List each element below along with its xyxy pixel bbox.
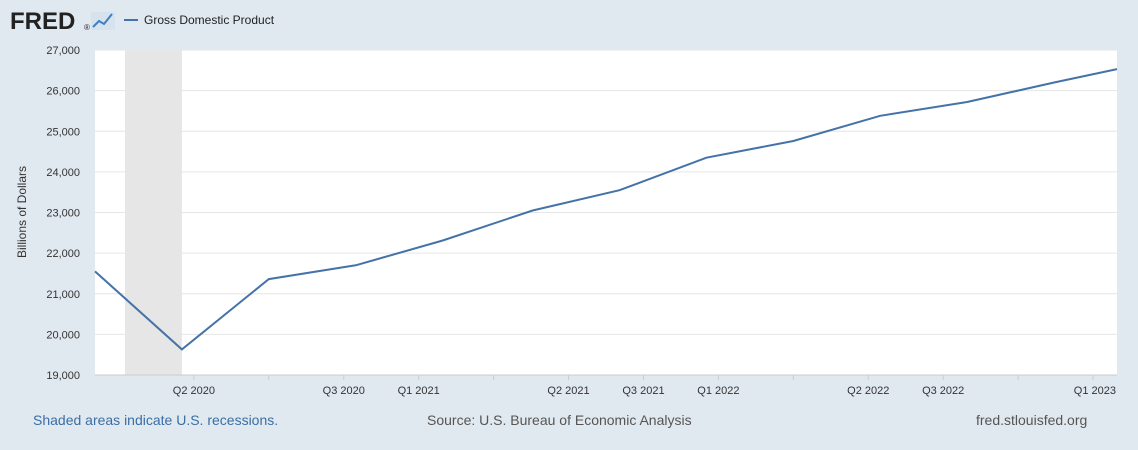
trend-line-icon <box>91 12 115 30</box>
legend: Gross Domestic Product <box>124 13 275 27</box>
source-note: Source: U.S. Bureau of Economic Analysis <box>427 412 692 428</box>
x-tick-label: Q3 2021 <box>622 385 664 397</box>
site-link[interactable]: fred.stlouisfed.org <box>976 412 1088 428</box>
y-tick-label: 26,000 <box>46 86 80 98</box>
gridlines <box>95 49 1117 376</box>
x-tick-label: Q1 2021 <box>398 385 440 397</box>
y-tick-label: 19,000 <box>46 370 80 382</box>
x-tick-label: Q2 2020 <box>173 385 215 397</box>
fred-logo[interactable]: FRED ® <box>10 8 115 35</box>
x-tick-label: Q3 2022 <box>922 385 964 397</box>
y-tick-label: 21,000 <box>46 289 80 301</box>
x-tick-label: Q2 2022 <box>847 385 889 397</box>
x-axis-ticks: Q2 2020 Q3 2020 Q1 2021 Q2 2021 Q3 2021 Q1 20… <box>173 375 1116 397</box>
y-tick-label: 22,000 <box>46 248 80 260</box>
y-tick-label: 20,000 <box>46 329 80 341</box>
x-tick-label: Q3 2020 <box>323 385 365 397</box>
y-axis-ticks: 19,000 20,000 21,000 22,000 23,000 24,000 25,0… <box>46 45 80 382</box>
brand-mark: ® <box>84 23 90 32</box>
recession-note[interactable]: Shaded areas indicate U.S. recessions. <box>33 412 279 428</box>
y-tick-label: 24,000 <box>46 167 80 179</box>
x-tick-label: Q2 2021 <box>547 385 589 397</box>
legend-label: Gross Domestic Product <box>144 13 275 27</box>
brand-name: FRED <box>10 8 75 35</box>
series-line-gdp[interactable] <box>94 68 1118 351</box>
y-tick-label: 25,000 <box>46 126 80 138</box>
x-tick-label: Q1 2022 <box>697 385 739 397</box>
y-axis-label: Billions of Dollars <box>15 166 29 258</box>
y-tick-label: 23,000 <box>46 208 80 220</box>
x-tick-label: Q1 2023 <box>1074 385 1116 397</box>
y-tick-label: 27,000 <box>46 45 80 57</box>
